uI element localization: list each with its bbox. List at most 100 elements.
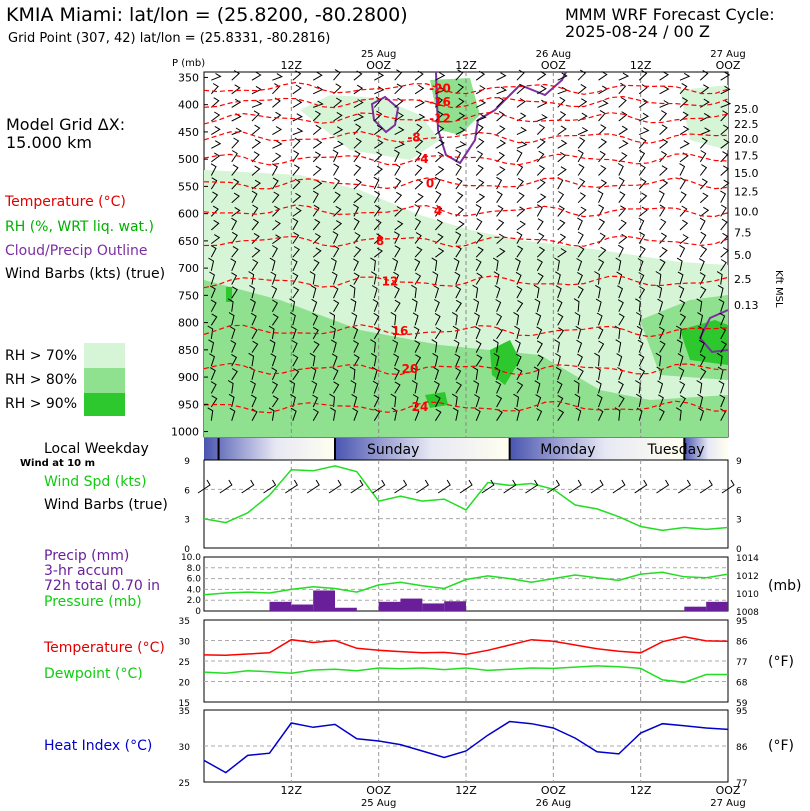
wind-barb-441 bbox=[717, 284, 724, 299]
precip-bar-6 bbox=[422, 603, 445, 611]
wind-barb-585 bbox=[472, 366, 479, 380]
surface-wind-barb-24 bbox=[721, 479, 735, 494]
precip-bar-0 bbox=[269, 601, 292, 611]
wind-barb-642 bbox=[574, 393, 581, 408]
wind-barb-457 bbox=[516, 299, 524, 312]
wind-barb-605 bbox=[350, 380, 357, 394]
wind-barb-449 bbox=[350, 298, 357, 312]
wind-barb-637 bbox=[474, 394, 480, 408]
wind-barb-81 bbox=[272, 111, 282, 122]
wind-barb-87 bbox=[394, 112, 404, 122]
wind-barb-283 bbox=[679, 205, 688, 217]
wind-barb-548 bbox=[248, 352, 255, 367]
wind-barb-19 bbox=[598, 71, 608, 81]
precip-bar-7 bbox=[444, 601, 466, 611]
wind-barb-297 bbox=[435, 219, 443, 231]
wind-barb-14 bbox=[496, 72, 507, 81]
rh-shading-area-6 bbox=[490, 340, 520, 385]
wind-barb-315 bbox=[272, 234, 282, 245]
top-date-label-3: 26 Aug bbox=[536, 49, 571, 60]
pressure-tick-label-11: 900 bbox=[178, 371, 199, 384]
wind-barb-249 bbox=[516, 192, 525, 204]
wind-barb-311 bbox=[720, 218, 728, 231]
wind-barb-505 bbox=[434, 327, 442, 340]
wind-barb-20 bbox=[618, 72, 630, 81]
top-time-label-0: 12Z bbox=[281, 59, 303, 72]
model-cycle-title: MMM WRF Forecast Cycle: bbox=[565, 5, 775, 24]
wind-barb-86 bbox=[373, 110, 383, 122]
surface-wind-barb-10 bbox=[416, 479, 430, 494]
wind-barb-572 bbox=[209, 367, 216, 380]
wind-barb-667 bbox=[557, 408, 565, 421]
wind-barb-622 bbox=[696, 380, 703, 394]
wind-barb-83 bbox=[312, 110, 322, 122]
wind-barb-320 bbox=[373, 233, 383, 244]
wind-barb-229 bbox=[638, 178, 647, 190]
wind-barb-355 bbox=[557, 248, 567, 258]
grid-spacing-value: 15.000 km bbox=[6, 133, 92, 152]
wind-barb-587 bbox=[516, 367, 523, 381]
pressure-tick-label-6: 650 bbox=[178, 235, 199, 248]
wind-barb-532 bbox=[453, 339, 460, 353]
wind-barb-228 bbox=[618, 177, 625, 190]
wind-barb-169 bbox=[475, 150, 484, 163]
wind-barb-65 bbox=[475, 99, 487, 108]
wind-barb-506 bbox=[452, 325, 459, 340]
wind-barb-563 bbox=[555, 353, 561, 367]
wind-barb-141 bbox=[435, 139, 445, 149]
wind-barb-213 bbox=[312, 179, 323, 190]
wind-barb-153 bbox=[679, 140, 690, 149]
wind-barb-541 bbox=[637, 339, 644, 353]
wind-barb-468 bbox=[210, 313, 218, 326]
wind-barb-661 bbox=[434, 408, 442, 421]
pressure-tick-label-13: 1000 bbox=[171, 426, 199, 439]
wind-barb-608 bbox=[411, 380, 418, 394]
wind-barb-2 bbox=[251, 71, 262, 81]
wind-barb-479 bbox=[434, 312, 441, 326]
wind-barb-464 bbox=[657, 298, 664, 312]
wind-barb-16 bbox=[537, 70, 547, 81]
wind-barb-640 bbox=[535, 394, 542, 408]
wind-barb-325 bbox=[475, 232, 484, 244]
wind-barb-566 bbox=[616, 353, 623, 367]
wind-barb-552 bbox=[331, 353, 338, 367]
wind-barb-284 bbox=[699, 206, 710, 217]
wind-barb-231 bbox=[679, 177, 686, 190]
wind-barb-90 bbox=[455, 112, 466, 122]
wind-barb-177 bbox=[638, 149, 646, 163]
wind-barb-165 bbox=[393, 149, 400, 163]
wind-barb-163 bbox=[353, 150, 361, 163]
wind-barb-363 bbox=[720, 247, 730, 258]
wind-ytick-right-1: 3 bbox=[736, 516, 742, 526]
wind-barb-358 bbox=[617, 244, 624, 258]
temperature-contour-0 bbox=[203, 81, 729, 95]
wind-barb-145 bbox=[516, 141, 528, 149]
wind-barb-381 bbox=[554, 257, 560, 271]
wind-barb-295 bbox=[394, 220, 404, 231]
wind-barb-303 bbox=[557, 219, 566, 231]
wind-barb-482 bbox=[496, 313, 503, 326]
wind-barb-530 bbox=[414, 340, 421, 353]
wind-barb-69 bbox=[557, 96, 566, 108]
wind-barb-93 bbox=[516, 112, 527, 122]
wind-barb-122 bbox=[577, 127, 589, 136]
heat-index-line bbox=[203, 720, 729, 774]
wind-barb-601 bbox=[271, 381, 278, 394]
wind-barb-312 bbox=[211, 234, 221, 244]
wind-barb-53 bbox=[231, 98, 242, 108]
wind-barb-116 bbox=[455, 126, 466, 136]
wind-barb-584 bbox=[455, 367, 462, 381]
wind-barb-64 bbox=[455, 97, 465, 108]
wind-barb-72 bbox=[618, 97, 627, 108]
wind-barb-34 bbox=[374, 86, 385, 95]
surface-wind-barb-8 bbox=[372, 479, 386, 494]
wind-barb-494 bbox=[207, 325, 214, 339]
wind-barb-319 bbox=[353, 232, 361, 244]
wind-barb-616 bbox=[573, 380, 580, 394]
heat-ytick-c-2: 35 bbox=[179, 707, 190, 717]
wind-barb-196 bbox=[496, 166, 506, 176]
height-tick-label-4: 15.0 bbox=[734, 167, 759, 180]
wind-barb-403 bbox=[475, 272, 483, 285]
wind-height-note: Wind at 10 m bbox=[20, 458, 96, 469]
surface-wind-barb-0 bbox=[197, 479, 211, 494]
